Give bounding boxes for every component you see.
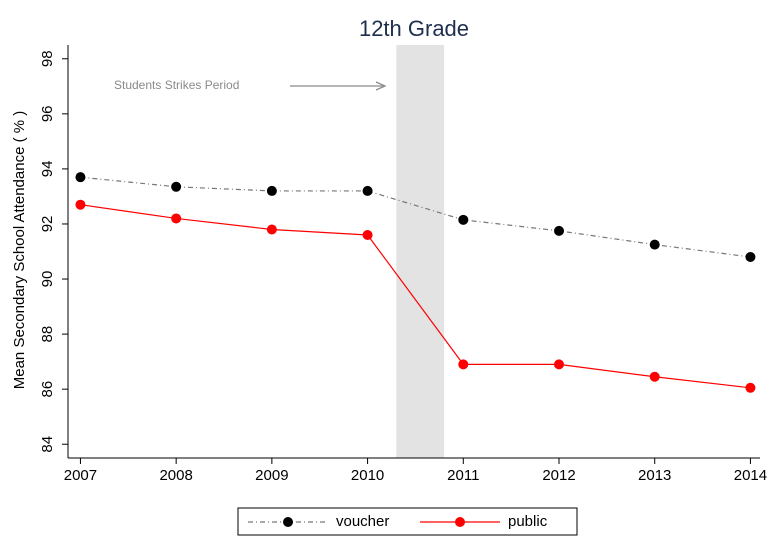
legend-label: public bbox=[508, 513, 548, 530]
x-tick-label: 2012 bbox=[542, 467, 575, 484]
series-point bbox=[458, 214, 469, 225]
y-tick-label: 98 bbox=[39, 50, 56, 67]
y-tick-label: 96 bbox=[39, 105, 56, 122]
legend-box bbox=[237, 507, 578, 536]
series-point bbox=[171, 181, 182, 192]
annotation-arrowhead bbox=[375, 81, 387, 91]
x-tick-label: 2011 bbox=[447, 467, 479, 484]
series-point bbox=[554, 359, 565, 370]
y-tick-label: 92 bbox=[39, 216, 56, 233]
series-line bbox=[80, 204, 751, 389]
y-axis-label: Mean Secondary School Attendance ( % ) bbox=[11, 111, 28, 390]
series-line bbox=[80, 176, 751, 258]
series-point bbox=[362, 229, 373, 240]
series-point bbox=[649, 239, 660, 250]
series-point bbox=[266, 185, 277, 196]
legend-label: voucher bbox=[336, 513, 389, 530]
x-tick-label: 2013 bbox=[638, 467, 671, 484]
x-tick-label: 2010 bbox=[351, 467, 384, 484]
series-point bbox=[649, 371, 660, 382]
series-point bbox=[745, 252, 756, 263]
x-tick-label: 2009 bbox=[255, 467, 288, 484]
y-tick-label: 94 bbox=[39, 161, 56, 178]
series-point bbox=[171, 213, 182, 224]
x-tick-label: 2014 bbox=[734, 467, 767, 484]
strike-period bbox=[396, 45, 445, 458]
y-tick-label: 86 bbox=[39, 381, 56, 398]
y-tick-label: 84 bbox=[39, 436, 56, 453]
legend-marker bbox=[283, 517, 293, 527]
series-point bbox=[75, 172, 86, 183]
annotation: Students Strikes Period bbox=[114, 78, 239, 92]
x-tick-label: 2007 bbox=[64, 467, 97, 484]
series-point bbox=[75, 199, 86, 210]
legend-marker bbox=[455, 517, 465, 527]
series-point bbox=[458, 359, 469, 370]
chart-title: 12th Grade bbox=[359, 16, 469, 41]
y-tick-label: 88 bbox=[39, 326, 56, 343]
series-point bbox=[266, 224, 277, 235]
y-tick-label: 90 bbox=[39, 271, 56, 288]
x-tick-label: 2008 bbox=[159, 467, 192, 484]
series-point bbox=[362, 185, 373, 196]
series-point bbox=[554, 225, 565, 236]
series-point bbox=[745, 382, 756, 393]
